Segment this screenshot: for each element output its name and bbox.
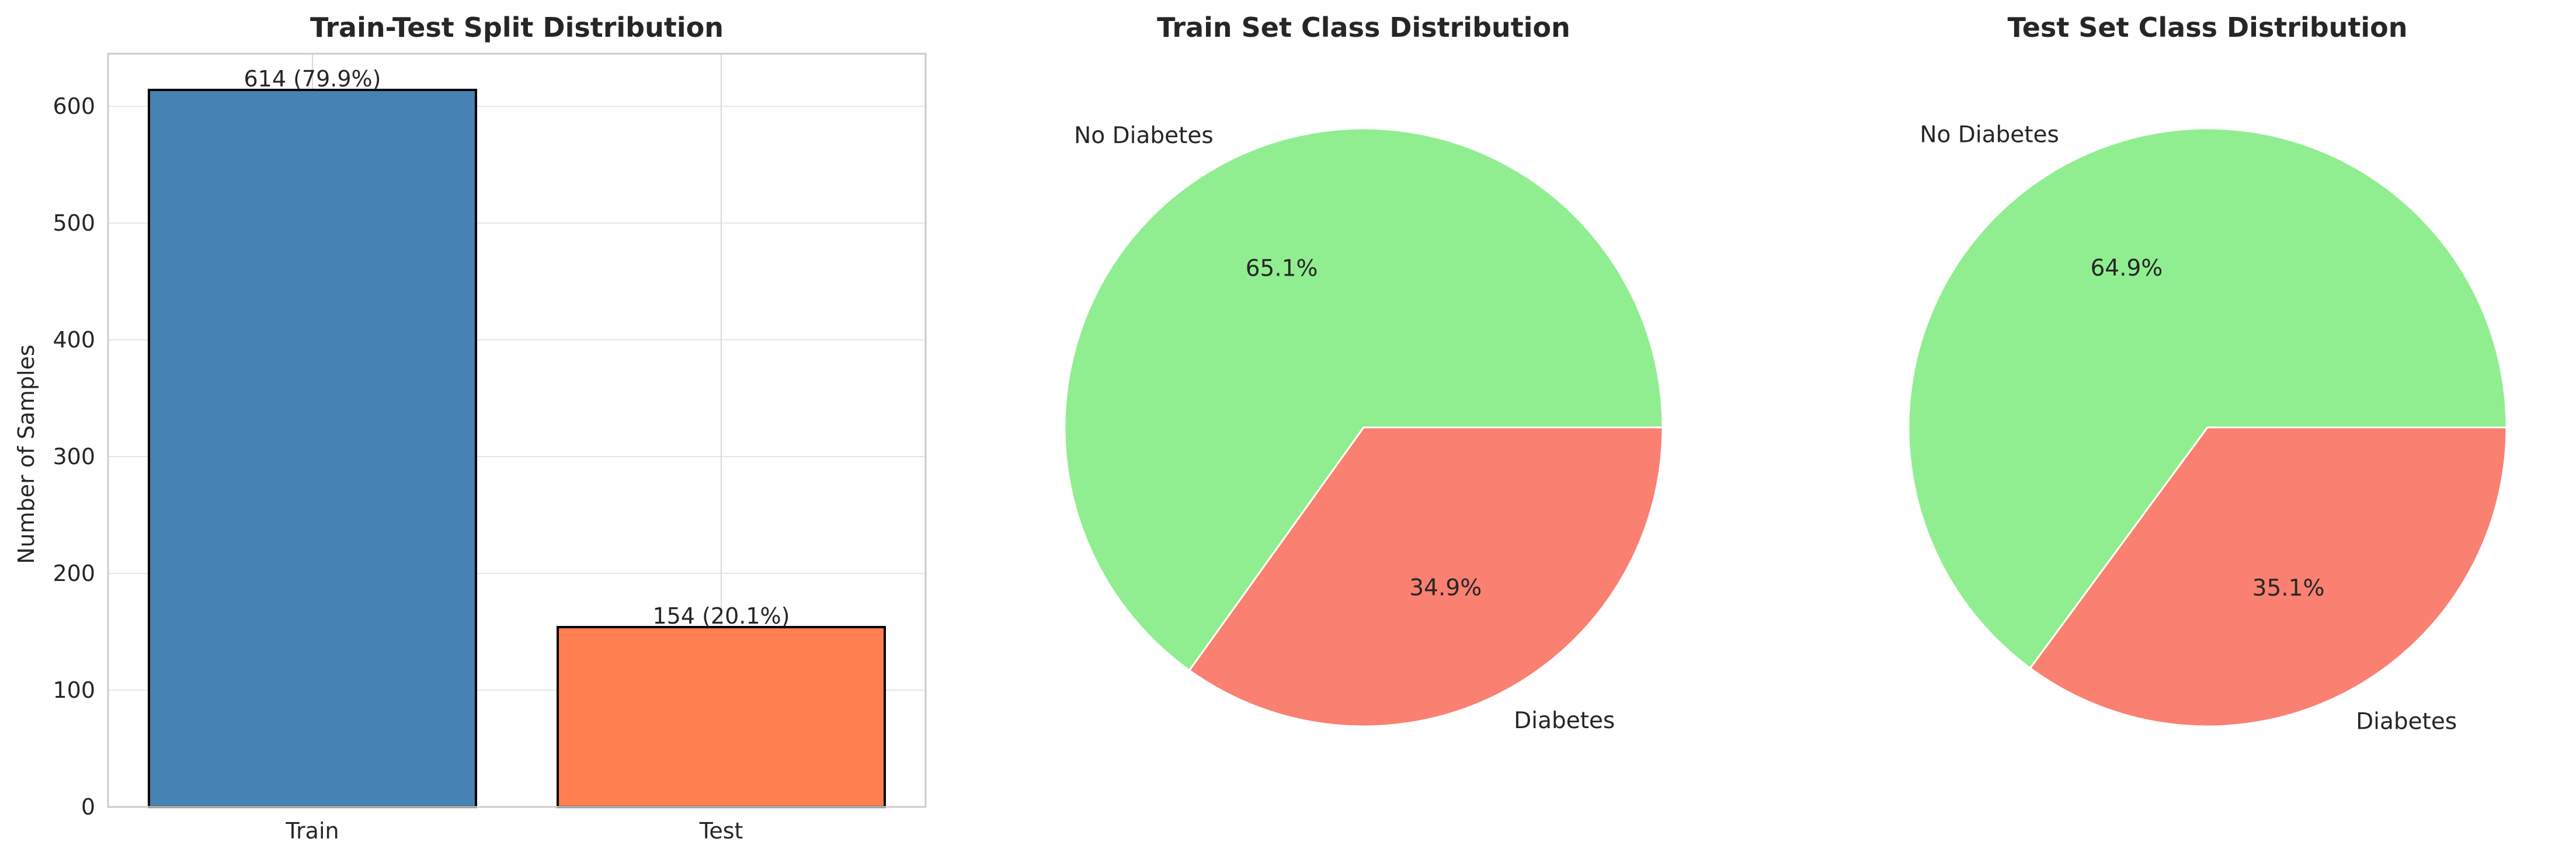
pie-category-label: Diabetes — [1514, 708, 1615, 734]
bar-chart-frame — [107, 53, 927, 808]
train-pie-panel: Train Set Class Distribution 65.1% No Dia… — [1063, 12, 1664, 734]
bar-chart-data-labels: 614 (79.9%) 154 (20.1%) — [244, 66, 790, 629]
bar-chart-yticks: 0 100 200 300 400 500 600 — [53, 93, 95, 820]
ytick-label: 400 — [53, 327, 95, 353]
bar-chart-bars — [148, 89, 886, 808]
pie-pct-label: 35.1% — [2252, 575, 2325, 601]
train-pie-title: Train Set Class Distribution — [1157, 12, 1570, 43]
ytick-label: 300 — [53, 444, 95, 469]
bar-chart-ylabel: Number of Samples — [13, 345, 39, 564]
ytick-label: 100 — [53, 677, 95, 703]
pie-slice-no-diabetes — [1907, 127, 2508, 670]
test-pie: 64.9% No Diabetes 35.1% Diabetes — [1907, 121, 2508, 735]
pie-category-label: No Diabetes — [1074, 123, 1214, 149]
ytick-label: 200 — [53, 561, 95, 586]
bar-data-label: 614 (79.9%) — [244, 66, 381, 92]
test-pie-panel: Test Set Class Distribution 64.9% No Diab… — [1907, 12, 2508, 735]
pie-pct-label: 65.1% — [1246, 256, 1318, 282]
ytick-label: 500 — [53, 210, 95, 236]
ytick-label: 0 — [81, 794, 95, 820]
pie-category-label: No Diabetes — [1920, 121, 2059, 148]
bar-test — [557, 626, 886, 808]
pie-pct-label: 34.9% — [1409, 575, 1482, 601]
pie-slice-no-diabetes — [1063, 127, 1664, 672]
train-pie: 65.1% No Diabetes 34.9% Diabetes — [1063, 123, 1664, 734]
bar-chart-title: Train-Test Split Distribution — [310, 12, 724, 43]
bar-data-label: 154 (20.1%) — [653, 603, 790, 629]
test-pie-title: Test Set Class Distribution — [2007, 12, 2407, 43]
pie-pct-label: 64.9% — [2090, 255, 2163, 281]
xtick-label: Train — [285, 818, 339, 844]
pie-category-label: Diabetes — [2356, 709, 2457, 735]
bar-chart-panel: Train-Test Split Distribution Number of … — [13, 12, 927, 844]
ytick-label: 600 — [53, 93, 95, 119]
bar-chart-xticks: Train Test — [285, 818, 743, 844]
xtick-label: Test — [699, 818, 743, 844]
pie-slice-diabetes — [1188, 426, 1664, 728]
pie-slice-diabetes — [2029, 426, 2508, 728]
bar-train — [148, 89, 477, 808]
